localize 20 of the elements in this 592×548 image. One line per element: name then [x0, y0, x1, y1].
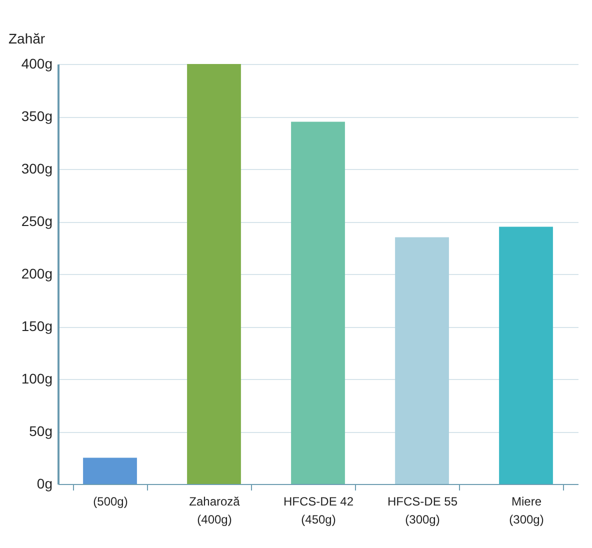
y-axis-title: Zahăr [8, 30, 46, 46]
x-tick-label: HFCS-DE 42 (450g) [283, 494, 354, 526]
y-tick-label: 400g [21, 56, 52, 72]
x-tick-label: (500g) [93, 494, 128, 508]
y-tick-label: 50g [29, 423, 52, 439]
y-tick-label: 350g [21, 108, 52, 124]
bar [395, 237, 449, 484]
bar [291, 122, 345, 484]
x-tick-label: HFCS-DE 55 (300g) [387, 494, 458, 526]
x-tick-label: Zaharoză (400g) [189, 494, 240, 526]
y-tick-label: 100g [21, 370, 52, 386]
x-tick-label: Miere (300g) [509, 494, 544, 526]
bar [187, 64, 241, 484]
y-tick-label: 200g [21, 266, 52, 282]
bar [499, 226, 553, 484]
y-tick-label: 0g [36, 476, 52, 492]
bar [83, 458, 137, 484]
y-tick-label: 250g [21, 213, 52, 229]
y-tick-label: 150g [21, 318, 52, 334]
y-tick-label: 300g [21, 160, 52, 176]
